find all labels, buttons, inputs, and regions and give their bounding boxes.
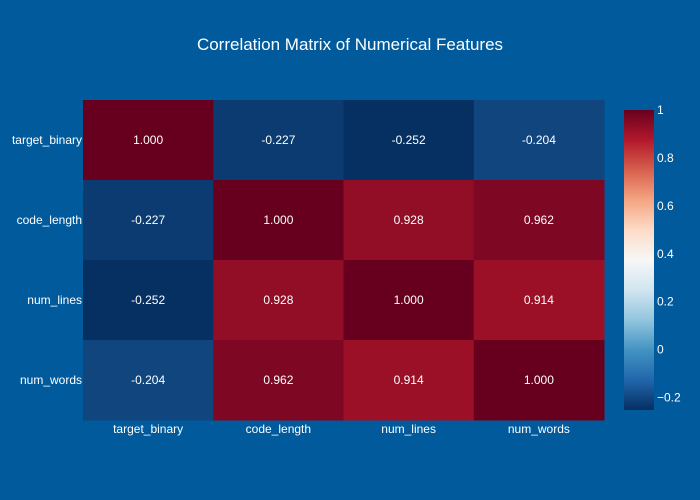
y-axis-ticks: target_binary code_length num_lines num_wor…: [12, 133, 82, 387]
heatmap-cell: [343, 340, 475, 421]
heatmap-cell: [83, 340, 214, 421]
colorbar-tick-label: 0.2: [657, 295, 674, 309]
colorbar-tick-label: 1: [657, 103, 664, 117]
colorbar-tick-label: 0.8: [657, 151, 674, 165]
heatmap-cell: [83, 260, 214, 341]
cell-value-label: 0.914: [394, 373, 424, 387]
colorbar-tick-label: −0.2: [657, 391, 681, 405]
heatmap-cell: [83, 180, 214, 261]
colorbar-ticks: 1 0.8 0.6 0.4 0.2 0 −0.2: [657, 103, 681, 405]
heatmap-cell: [343, 180, 475, 261]
chart-title: Correlation Matrix of Numerical Features: [197, 35, 503, 54]
heatmap-cell: [213, 180, 344, 261]
y-tick-label: num_lines: [27, 293, 82, 307]
x-axis-ticks: target_binary code_length num_lines num_wor…: [113, 422, 570, 436]
cell-value-label: -0.204: [522, 133, 556, 147]
cell-value-label: 0.928: [394, 213, 424, 227]
x-tick-label: num_words: [508, 422, 570, 436]
y-tick-label: target_binary: [12, 133, 82, 147]
cell-value-label: 1.000: [394, 293, 424, 307]
heatmap-cell: [473, 260, 605, 341]
heatmap-cell: [473, 180, 605, 261]
y-tick-label: num_words: [20, 373, 82, 387]
colorbar-tick-label: 0.4: [657, 247, 674, 261]
cell-value-label: 1.000: [524, 373, 554, 387]
cell-value-label: 0.928: [263, 293, 293, 307]
heatmap-cells: 1.000 -0.227 -0.252 -0.204 -0.227 1.000 0.928 0…: [83, 100, 605, 421]
cell-value-label: 1.000: [133, 133, 163, 147]
x-tick-label: num_lines: [381, 422, 436, 436]
heatmap-cell: [473, 100, 605, 181]
cell-value-label: -0.252: [131, 293, 165, 307]
cell-value-label: -0.252: [392, 133, 426, 147]
cell-value-label: -0.227: [261, 133, 295, 147]
heatmap-cell: [213, 260, 344, 341]
y-tick-label: code_length: [17, 213, 82, 227]
heatmap-cell: [213, 340, 344, 421]
cell-value-label: 0.962: [263, 373, 293, 387]
heatmap-cell: [213, 100, 344, 181]
colorbar-gradient: [624, 110, 654, 410]
colorbar: 1 0.8 0.6 0.4 0.2 0 −0.2: [624, 103, 681, 410]
colorbar-tick-label: 0: [657, 343, 664, 357]
x-tick-label: code_length: [246, 422, 311, 436]
cell-value-label: 0.962: [524, 213, 554, 227]
heatmap-cell: [83, 100, 214, 181]
cell-value-label: 1.000: [263, 213, 293, 227]
colorbar-tick-label: 0.6: [657, 199, 674, 213]
cell-value-label: 0.914: [524, 293, 554, 307]
heatmap-cell: [473, 340, 605, 421]
x-tick-label: target_binary: [113, 422, 183, 436]
cell-value-label: -0.227: [131, 213, 165, 227]
cell-value-label: -0.204: [131, 373, 165, 387]
heatmap-cell: [343, 100, 475, 181]
heatmap-cell: [343, 260, 475, 341]
